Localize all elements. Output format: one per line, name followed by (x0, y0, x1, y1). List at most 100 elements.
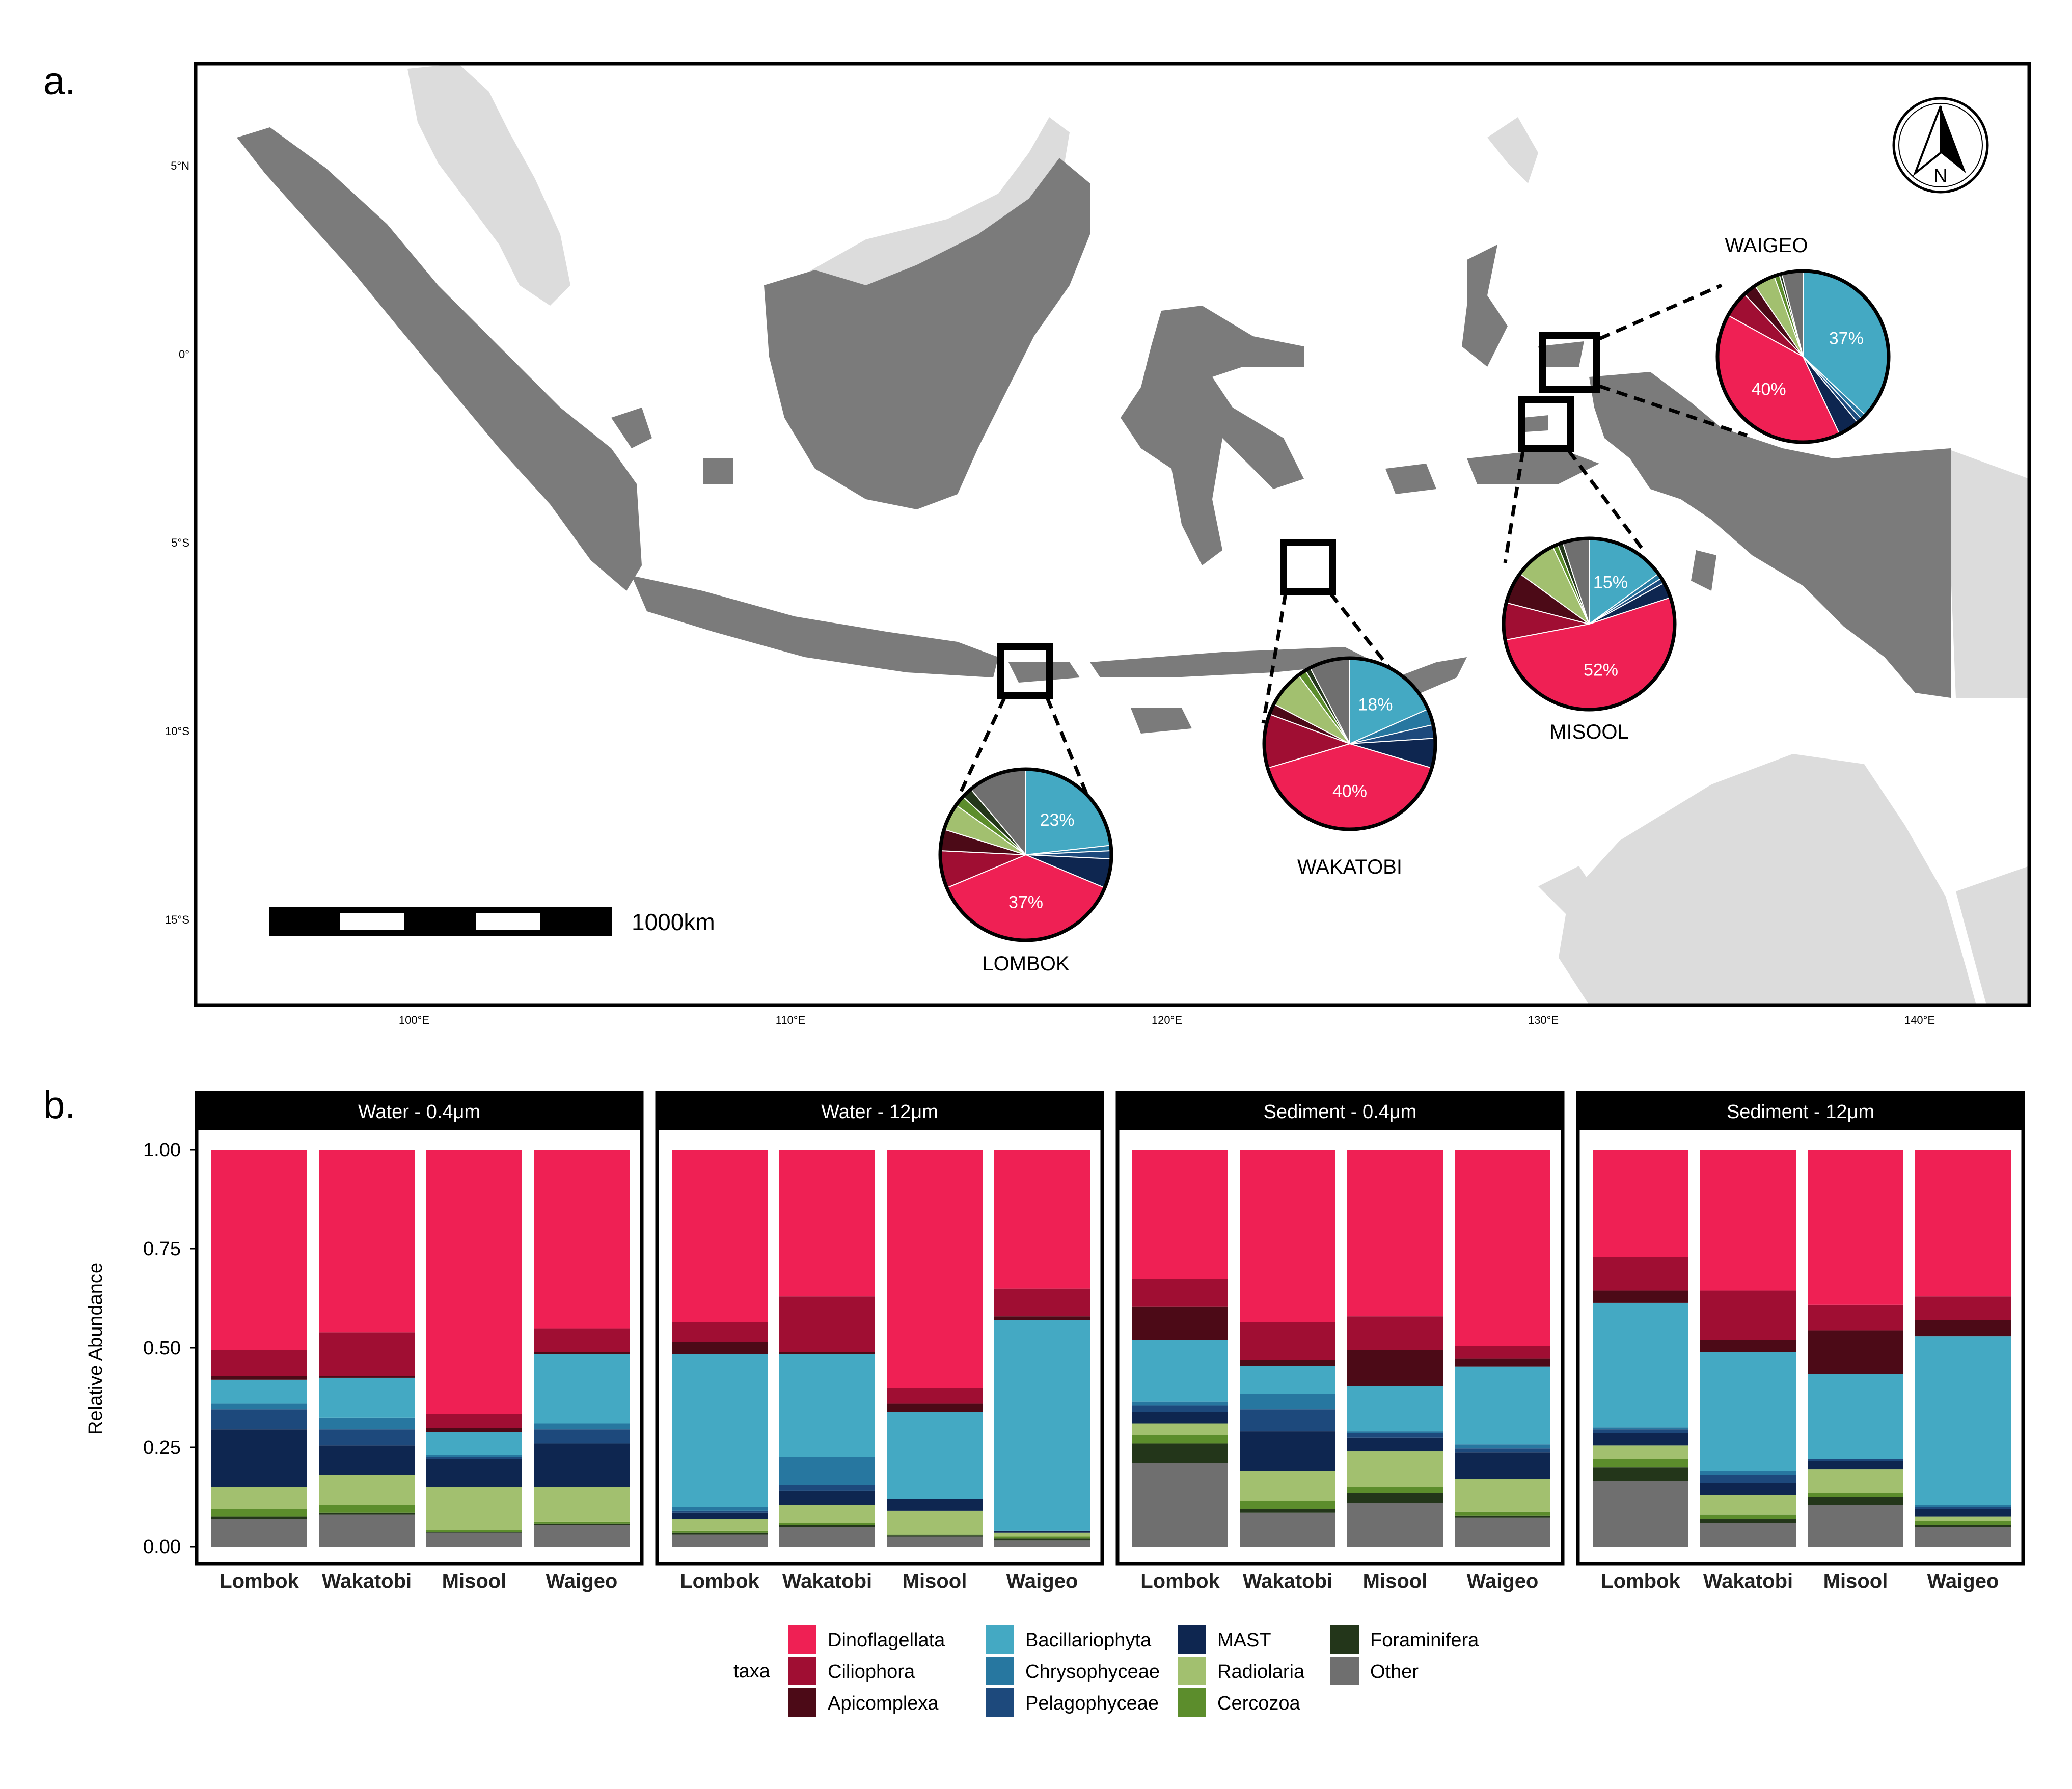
bar-segment (1347, 1503, 1443, 1547)
facet-panel: Water - 0.4μm Lombok Wakatobi Misool Waigeo (195, 1091, 644, 1592)
bar-segment (1700, 1514, 1796, 1519)
bar-segment (1808, 1374, 1903, 1459)
bar-segment (1915, 1150, 2011, 1297)
legend-item: Cercozoa (1178, 1688, 1300, 1717)
sulawesi (1121, 306, 1304, 565)
bar-segment (319, 1475, 415, 1505)
facet-strip (1578, 1093, 2023, 1130)
bar-segment (672, 1342, 768, 1354)
bar-segment (779, 1490, 875, 1505)
bar-segment (887, 1412, 983, 1499)
pie-slice-label: 15% (1593, 573, 1628, 592)
facet-title: Sediment - 0.4μm (1264, 1101, 1417, 1123)
bar-segment (1240, 1512, 1335, 1547)
x-tick-label: Waigeo (546, 1570, 618, 1592)
legend-swatch (1330, 1625, 1359, 1654)
bar-segment (1240, 1471, 1335, 1501)
bar-segment (1455, 1444, 1550, 1449)
x-tick-label: Wakatobi (782, 1570, 872, 1592)
lon-tick-label: 100°E (399, 1014, 429, 1026)
bar-segment (672, 1519, 768, 1531)
bar-segment (994, 1150, 1090, 1289)
bar-segment (534, 1429, 630, 1444)
legend-title: taxa (733, 1661, 771, 1682)
bar-segment (1593, 1445, 1688, 1459)
bar-segment (211, 1508, 307, 1517)
bar-segment (1347, 1316, 1443, 1350)
bar-segment (1808, 1304, 1903, 1331)
facet-frame (655, 1091, 1104, 1566)
bar-segment (534, 1328, 630, 1352)
x-tick-label: Lombok (1140, 1570, 1220, 1592)
bar-segment (1455, 1511, 1550, 1516)
x-tick-label: Misool (442, 1570, 507, 1592)
bar-segment (534, 1352, 630, 1354)
bar-segment (211, 1409, 307, 1430)
bar-segment (426, 1455, 522, 1457)
bar-segment (1347, 1350, 1443, 1386)
x-tick-label: Waigeo (1927, 1570, 1999, 1592)
seram (1467, 448, 1599, 484)
pie-charts: 23% 37% LOMBOK 18% 40% WAKATOBI 15% 52% MISOOL 37… (938, 234, 1891, 975)
bar-segment (426, 1532, 522, 1547)
panel-a-label: a. (43, 60, 75, 103)
bar-segment (1347, 1437, 1443, 1452)
pie-lombok: 23% 37% LOMBOK (938, 767, 1113, 975)
bar-segment (672, 1512, 768, 1519)
facet-title: Water - 12μm (821, 1101, 938, 1123)
x-tick-label: Misool (1823, 1570, 1888, 1592)
bar-segment (1915, 1507, 2011, 1509)
bar-segment (1915, 1527, 2011, 1547)
legend-item: Foraminifera (1330, 1625, 1479, 1654)
x-tick-label: Waigeo (1467, 1570, 1539, 1592)
bar-segment (426, 1150, 522, 1414)
site-box-lombok (997, 643, 1053, 699)
x-tick-label: Lombok (680, 1570, 759, 1592)
pie-slice-label: 37% (1008, 892, 1043, 912)
bar-segment (1347, 1431, 1443, 1433)
bar-segment (1240, 1501, 1335, 1509)
bar-segment (1132, 1401, 1228, 1406)
lat-tick-label: 10°S (165, 725, 189, 738)
pie-site-label: MISOOL (1549, 721, 1629, 743)
bar-segment (672, 1510, 768, 1513)
legend-swatch (1178, 1688, 1206, 1717)
legend-swatch (1330, 1657, 1359, 1685)
pie-site-label: WAKATOBI (1297, 856, 1402, 878)
bar-segment (887, 1403, 983, 1412)
x-tick-label: Wakatobi (1703, 1570, 1793, 1592)
legend-swatch (986, 1625, 1014, 1654)
legend-item: Chrysophyceae (986, 1657, 1160, 1685)
site-box-waigeo (1539, 332, 1600, 393)
legend-item: Apicomplexa (788, 1688, 939, 1717)
bar-segment (1132, 1340, 1228, 1402)
lon-tick-label: 120°E (1152, 1014, 1182, 1026)
bar-segment (1593, 1481, 1688, 1547)
x-tick-label: Wakatobi (322, 1570, 412, 1592)
bar-segment (1132, 1306, 1228, 1340)
bar-segment (994, 1530, 1090, 1533)
bar-segment (319, 1514, 415, 1547)
bar-segment (1808, 1493, 1903, 1497)
bar-segment (994, 1532, 1090, 1537)
legend-item: MAST (1178, 1625, 1271, 1654)
bar-segment (1347, 1150, 1443, 1317)
bar-segment (1455, 1366, 1550, 1445)
bar-segment (1700, 1475, 1796, 1483)
bar-segment (1593, 1290, 1688, 1303)
legend-swatch (788, 1688, 816, 1717)
facet-panel: Sediment - 12μm Lombok Wakatobi Misool Waige… (1576, 1091, 2025, 1592)
bar-segment (1593, 1427, 1688, 1430)
bar-segment (534, 1423, 630, 1430)
y-tick-label: 0.50 (143, 1338, 181, 1359)
lon-axis: 100°E 110°E 120°E 130°E 140°E (399, 1014, 1935, 1026)
bar-segment (1808, 1459, 1903, 1461)
legend: taxa Dinoflagellata Ciliophora Apicomplexa… (733, 1625, 1479, 1717)
bar-segment (1700, 1340, 1796, 1352)
bar-segment (1700, 1471, 1796, 1475)
y-tick-label: 0.75 (143, 1238, 181, 1260)
bar-segment (319, 1445, 415, 1475)
legend-swatch (788, 1625, 816, 1654)
sumba (1131, 708, 1192, 734)
bar-segment (426, 1487, 522, 1530)
